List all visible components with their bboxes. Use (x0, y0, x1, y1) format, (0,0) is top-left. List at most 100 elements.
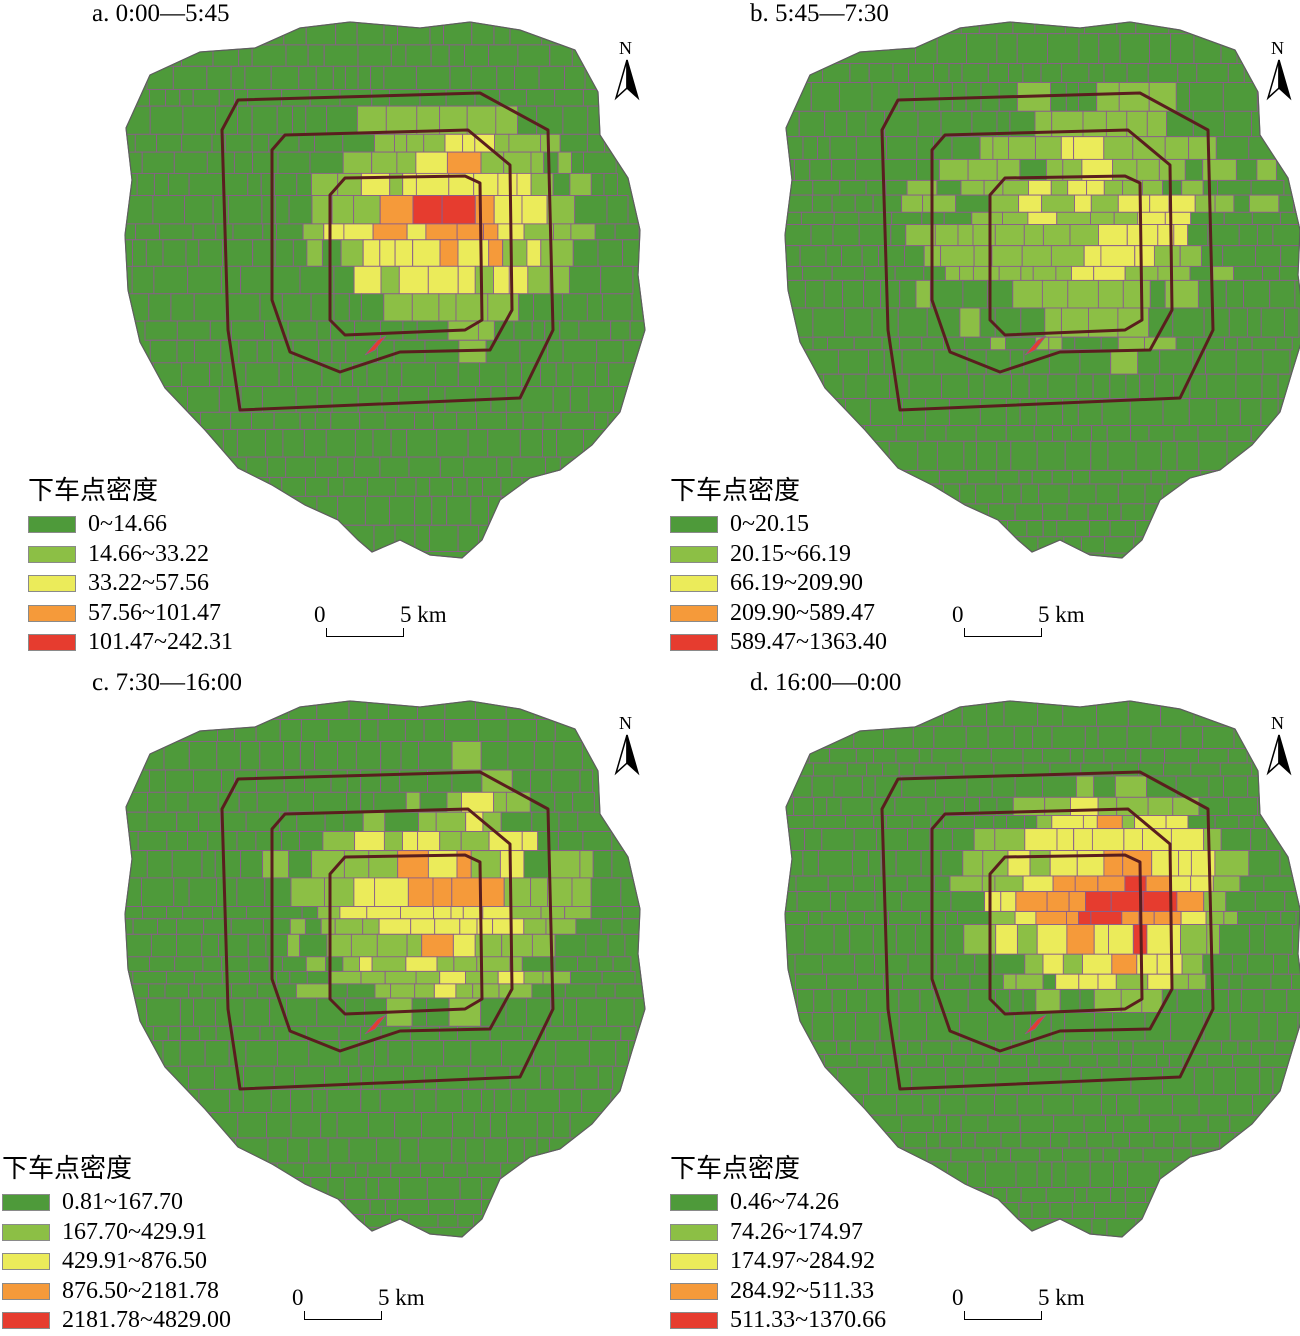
zone-cell (1066, 503, 1089, 521)
zone-cell (1220, 33, 1238, 65)
zone-cell (176, 320, 211, 341)
zone-cell (452, 933, 476, 958)
zone-cell (493, 1088, 512, 1113)
zone-cell (833, 211, 860, 225)
zone-cell (812, 336, 829, 351)
zone-cell (125, 105, 151, 135)
zone-cell (1249, 924, 1266, 955)
zone-cell (973, 815, 995, 830)
zone-cell (579, 850, 594, 879)
zone-cell (1206, 924, 1220, 955)
zone-cell (414, 411, 435, 430)
hotspot-sliver (1024, 1014, 1047, 1035)
zone-cell (292, 239, 308, 267)
zone-cell (262, 918, 291, 935)
zone-cell (1091, 828, 1125, 851)
panel-title-c: c. 7:30—16:00 (92, 669, 242, 696)
legend-swatch-class1 (28, 516, 76, 534)
zone-cell (831, 988, 847, 1013)
zone-cell (276, 1040, 310, 1067)
zone-cell (1215, 398, 1241, 426)
zone-cell (383, 831, 403, 851)
zone-cell (1233, 194, 1250, 213)
zone-cell (1202, 988, 1229, 1013)
zone-cell (450, 906, 464, 920)
zone-cell (216, 741, 241, 771)
zone-cell (378, 1177, 400, 1200)
zone-cell (1074, 875, 1099, 893)
zone-cell (1093, 1202, 1127, 1219)
north-arrow-icon-b: N (1262, 38, 1296, 106)
zone-cell (255, 719, 281, 742)
zone-cell (288, 195, 313, 225)
zone-cell (582, 831, 613, 851)
density-map-d (784, 700, 1300, 1238)
zone-cell (530, 877, 548, 907)
map-panel-a: a. 0:00—5:45 N 下车点密度 0~14.66 14.66~33.22… (0, 0, 650, 665)
zone-cell (987, 725, 1015, 749)
zone-cell (1000, 891, 1017, 912)
zone-cell (1091, 1040, 1120, 1055)
zone-cell (1087, 503, 1108, 521)
zone-cell (600, 918, 623, 935)
zone-cell (979, 136, 994, 160)
zone-cell (1154, 373, 1175, 400)
zone-cell (470, 65, 498, 90)
zone-cell (388, 701, 418, 720)
zone-cell (328, 970, 362, 985)
zone-cell (839, 82, 873, 112)
zone-cell (1280, 911, 1297, 925)
legend-label: 876.50~2181.78 (62, 1277, 219, 1304)
zone-cell (1142, 1147, 1174, 1163)
zone-cell (1072, 1094, 1102, 1116)
zone-cell (1093, 924, 1109, 955)
zone-cell (1156, 1053, 1170, 1068)
zone-cell (162, 1040, 181, 1067)
zone-cell (622, 239, 645, 267)
scale-line (304, 1311, 382, 1320)
zone-cell (1187, 224, 1209, 247)
zone-cell (1100, 1094, 1118, 1116)
zone-cell (1056, 211, 1092, 225)
zone-cell (408, 456, 441, 478)
zone-cell (1227, 1094, 1254, 1116)
zone-cell (457, 265, 476, 295)
zone-cell (233, 719, 257, 742)
zone-cell (1000, 1132, 1022, 1149)
zone-cell (1235, 373, 1263, 400)
zone-cell (821, 953, 856, 975)
legend-label: 0.81~167.70 (62, 1189, 183, 1216)
zone-cell (1122, 279, 1151, 309)
zone-cell (553, 741, 583, 771)
zone-cell (414, 524, 430, 552)
zone-cell (135, 223, 161, 241)
zone-cell (201, 850, 216, 879)
zone-cell (243, 997, 271, 1027)
zone-cell (1179, 1114, 1209, 1133)
zone-cell (192, 223, 217, 241)
zone-cell (810, 82, 840, 112)
zone-cell (281, 831, 300, 851)
zone-cell (1111, 953, 1138, 975)
zone-cell (1039, 1147, 1063, 1163)
zone-cell (523, 918, 547, 935)
zone-cell (982, 850, 1009, 877)
zone-cell (1130, 1066, 1164, 1096)
legend-swatch-class4 (670, 604, 718, 622)
zone-cell (296, 811, 326, 832)
zone-cell (1246, 307, 1262, 338)
zone-cell (187, 265, 222, 295)
zone-cell (965, 1094, 996, 1116)
zone-cell (585, 933, 609, 958)
zone-cell (594, 362, 610, 388)
zone-cell (1202, 725, 1235, 749)
zone-cell (1226, 425, 1252, 442)
zone-cell (569, 386, 590, 413)
zone-cell (533, 293, 563, 322)
zone-cell (1010, 440, 1038, 471)
zone-cell (552, 172, 571, 196)
zone-cell (994, 1094, 1018, 1116)
zone-cell (1002, 483, 1022, 505)
zone-cell (409, 1025, 441, 1042)
zone-cell (962, 850, 984, 877)
